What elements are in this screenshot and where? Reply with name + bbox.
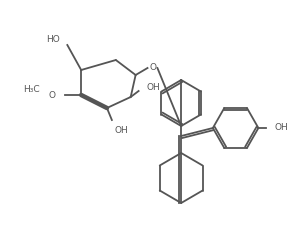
Text: OH: OH — [274, 123, 288, 133]
Text: HO: HO — [46, 35, 59, 44]
Text: OH: OH — [147, 82, 160, 91]
Text: O: O — [150, 64, 157, 72]
Text: H₃C: H₃C — [23, 86, 40, 94]
Text: O: O — [48, 91, 56, 99]
Text: OH: OH — [115, 126, 129, 135]
